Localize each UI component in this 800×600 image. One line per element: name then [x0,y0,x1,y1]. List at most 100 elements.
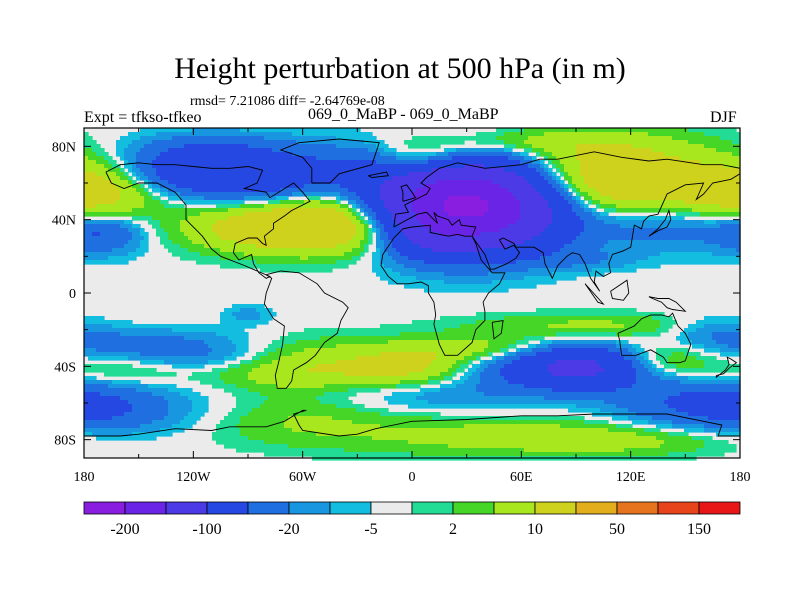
field-cell [380,196,413,201]
field-cell [160,176,393,181]
field-cell [380,276,417,281]
field-cell [416,268,529,273]
field-cell [716,148,741,153]
field-cell [716,432,741,437]
field-cell [432,228,501,233]
field-cell [624,448,697,453]
field-cell [372,256,381,261]
field-cell [632,332,661,337]
field-cell [132,140,153,145]
field-cell [600,260,637,265]
colorbar-swatch [698,501,741,515]
field-cell [136,156,157,161]
field-cell [480,380,509,385]
field-cell [564,164,581,169]
field-cell [84,380,113,385]
field-cell [444,376,453,381]
field-cell [480,360,485,365]
field-cell [84,208,133,213]
field-cell [128,176,133,181]
field-cell [140,148,169,153]
field-cell [104,156,113,161]
field-cell [464,424,561,429]
colorbar-swatch [247,501,290,515]
field-cell [264,400,321,405]
field-cell [140,352,209,357]
x-tick-label: 120W [176,470,211,485]
field-cell [276,196,289,201]
field-cell [464,380,481,385]
field-cell [704,428,741,433]
field-cell [84,328,173,333]
field-cell [132,168,141,173]
field-cell [264,440,409,445]
field-cell [84,336,185,341]
field-cell [424,224,509,229]
field-cell [120,192,141,197]
coastline [84,409,740,437]
field-cell [600,204,617,209]
field-cell [188,248,221,253]
field-cell [260,312,277,317]
field-cell [300,256,309,261]
field-cell [228,368,253,373]
field-cell [424,392,485,397]
field-cell [524,276,577,281]
field-cell [532,236,577,241]
field-cell [508,156,525,161]
field-cell [132,208,229,213]
field-cell [688,412,741,417]
field-cell [576,144,633,149]
field-cell [168,248,189,253]
field-cell [280,188,349,193]
field-cell [132,404,169,409]
field-cell [560,168,565,173]
field-cell [584,180,741,185]
field-cell [384,180,437,185]
field-cell [676,212,701,217]
field-cell [372,228,377,233]
field-cell [140,360,165,365]
field-cell [380,188,417,193]
field-cell [112,324,257,329]
field-cell [668,432,689,437]
field-cell [240,308,257,313]
field-cell [560,184,565,189]
field-cell [120,396,165,401]
field-cell [152,420,181,425]
colorbar-label: -5 [364,521,377,538]
field-cell [604,368,637,373]
field-cell [720,204,741,209]
field-cell [460,324,549,329]
colorbar-label: -100 [192,521,221,538]
colorbar-swatch [493,501,536,515]
colorbar-swatch [534,501,577,515]
field-cell [508,344,517,349]
field-cell [592,212,601,217]
field-cell [488,272,553,277]
field-cell [428,156,453,161]
field-cell [484,348,501,353]
field-cell [524,176,545,181]
field-cell [308,256,353,261]
field-cell [384,228,401,233]
field-cell [576,212,593,217]
field-cell [444,148,457,153]
field-cell [168,408,193,413]
field-cell [672,352,685,357]
field-cell [516,348,521,353]
field-cell [220,320,269,325]
field-cell [392,216,417,221]
field-cell [548,344,617,349]
field-cell [372,252,381,257]
field-cell [272,340,297,345]
field-cell [484,392,681,397]
field-cell [124,172,129,177]
field-cell [84,240,129,245]
field-cell [468,376,481,381]
field-cell [480,372,501,377]
field-cell [188,412,205,417]
chart-title: Height perturbation at 500 hPa (in m) [174,52,626,85]
field-cell [108,384,149,389]
field-cell [600,212,609,217]
